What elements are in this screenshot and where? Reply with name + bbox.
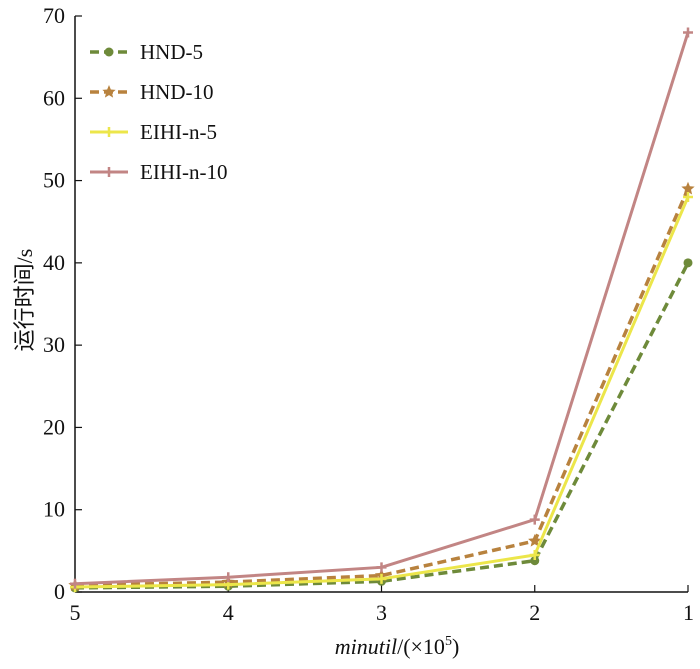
data-point: [376, 573, 387, 584]
y-tick-label: 20: [43, 414, 65, 439]
y-tick-label: 50: [43, 168, 65, 193]
legend-item: EIHI-n-5: [90, 120, 217, 144]
x-axis-title-variable: minutil: [335, 634, 397, 659]
y-tick-label: 70: [43, 3, 65, 28]
data-point: [529, 549, 540, 560]
data-point: [681, 181, 695, 195]
legend-item: HND-5: [90, 40, 203, 64]
series-eihi-n-5: [70, 192, 693, 593]
data-point: [683, 258, 693, 268]
data-point: [683, 192, 693, 203]
y-tick-label: 30: [43, 332, 65, 357]
series-layer: [68, 27, 695, 593]
x-tick-label: 2: [529, 600, 540, 625]
series-line: [74, 32, 690, 586]
legend-item: HND-10: [90, 80, 214, 104]
series-hnd-10: [68, 181, 695, 592]
data-point: [683, 27, 693, 38]
series-line: [74, 196, 690, 589]
y-axis-title: 运行时间/s: [12, 249, 37, 352]
x-axis-title-close: ): [452, 634, 459, 659]
legend-label: HND-5: [140, 40, 203, 64]
legend-marker: [104, 167, 114, 177]
legend: HND-5 HND-10 EIHI-n-5 EIHI-n-10: [90, 40, 227, 184]
legend-marker: [102, 85, 116, 98]
x-axis-title: minutil/(×105): [335, 634, 460, 659]
x-axis-title-unit: /(×10: [397, 634, 445, 659]
x-axis-title-exponent: 5: [445, 634, 452, 649]
x-axis: 5 4 3 2 1: [70, 585, 694, 625]
legend-marker: [104, 47, 114, 57]
x-tick-label: 5: [70, 600, 81, 625]
series-eihi-n-10: [70, 27, 693, 589]
data-point: [70, 578, 80, 589]
series-line: [74, 188, 690, 588]
legend-label: HND-10: [140, 80, 214, 104]
legend-label: EIHI-n-10: [140, 160, 227, 184]
data-point: [530, 556, 540, 566]
x-tick-label: 1: [683, 600, 694, 625]
series-hnd-5: [70, 258, 693, 593]
y-tick-label: 60: [43, 85, 65, 110]
y-tick-label: 10: [43, 497, 65, 522]
series-line: [74, 262, 690, 590]
data-point: [223, 572, 234, 583]
legend-item: EIHI-n-10: [90, 160, 227, 184]
y-tick-label: 0: [54, 579, 65, 604]
x-tick-label: 4: [223, 600, 234, 625]
legend-marker: [104, 127, 114, 137]
data-point: [529, 514, 540, 525]
y-tick-label: 40: [43, 250, 65, 275]
legend-label: EIHI-n-5: [140, 120, 217, 144]
data-point: [376, 562, 387, 573]
x-tick-label: 3: [376, 600, 387, 625]
y-axis: 0 10 20 30 40 50 60 70: [43, 3, 82, 604]
